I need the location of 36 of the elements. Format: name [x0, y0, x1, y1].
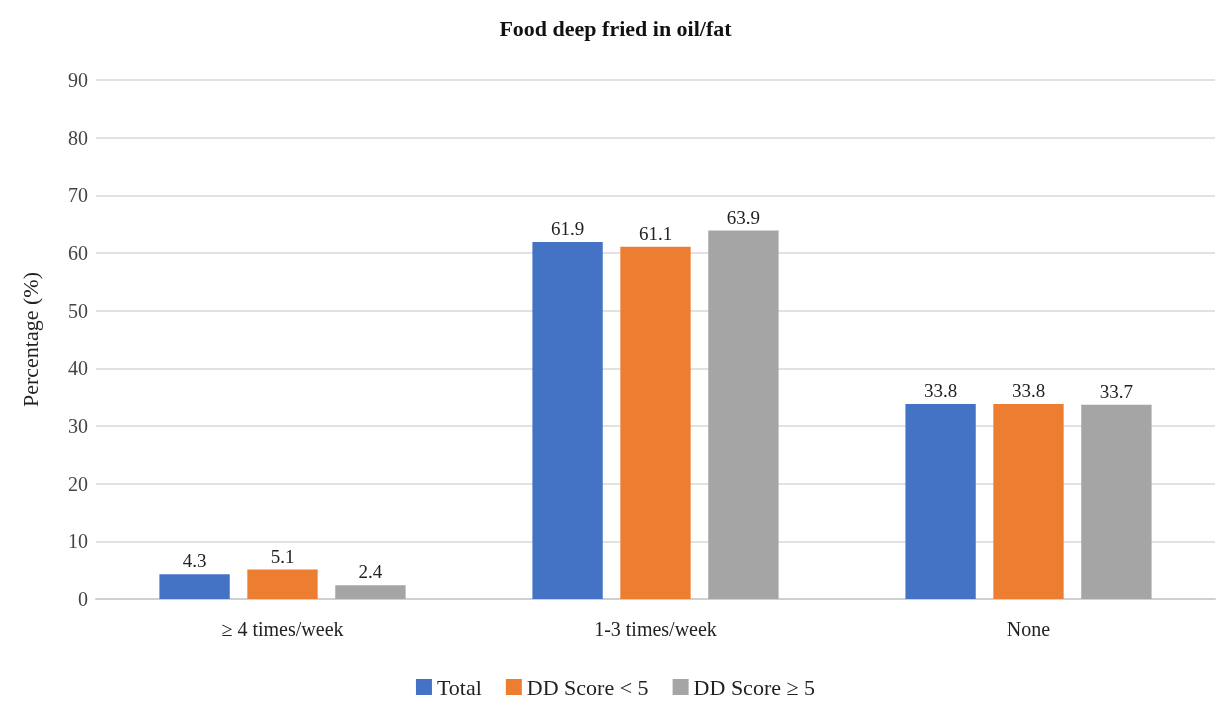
bar: [335, 585, 406, 599]
bar: [708, 230, 779, 599]
data-label: 2.4: [358, 561, 383, 583]
bar: [993, 404, 1064, 599]
x-tick-label: 1-3 times/week: [594, 618, 717, 640]
data-label: 61.1: [638, 222, 673, 244]
legend-label: DD Score ≥ 5: [693, 674, 816, 700]
chart-title: Food deep fried in oil/fat: [499, 15, 733, 41]
bar: [905, 404, 976, 599]
x-tick-label: None: [1006, 618, 1051, 640]
data-label: 4.3: [182, 550, 207, 572]
bar: [620, 246, 691, 599]
y-tick-label: 90: [68, 69, 88, 91]
y-tick-label: 80: [68, 126, 88, 149]
legend-label: DD Score < 5: [526, 674, 649, 700]
x-tick-label: ≥ 4 times/week: [221, 618, 344, 640]
y-tick-label: 10: [68, 530, 88, 553]
data-label: 33.7: [1099, 380, 1134, 402]
data-label: 5.1: [270, 545, 295, 567]
y-tick-label: 50: [68, 299, 88, 322]
y-axis-title: Percentage (%): [17, 272, 43, 407]
y-tick-label: 60: [68, 242, 88, 264]
data-label: 33.8: [1011, 380, 1046, 402]
bar: [159, 574, 230, 599]
y-tick-label: 20: [68, 472, 88, 495]
bar: [247, 569, 318, 599]
bar: [532, 242, 603, 599]
data-label: 63.9: [726, 206, 761, 228]
y-tick-label: 40: [68, 357, 88, 380]
y-tick-label: 30: [68, 415, 88, 437]
legend-label: Total: [436, 674, 482, 700]
y-tick-label: 0: [78, 588, 88, 610]
data-label: 61.9: [550, 218, 585, 240]
bar: [1081, 404, 1152, 599]
data-label: 33.8: [923, 380, 958, 402]
y-tick-label: 70: [68, 184, 88, 207]
